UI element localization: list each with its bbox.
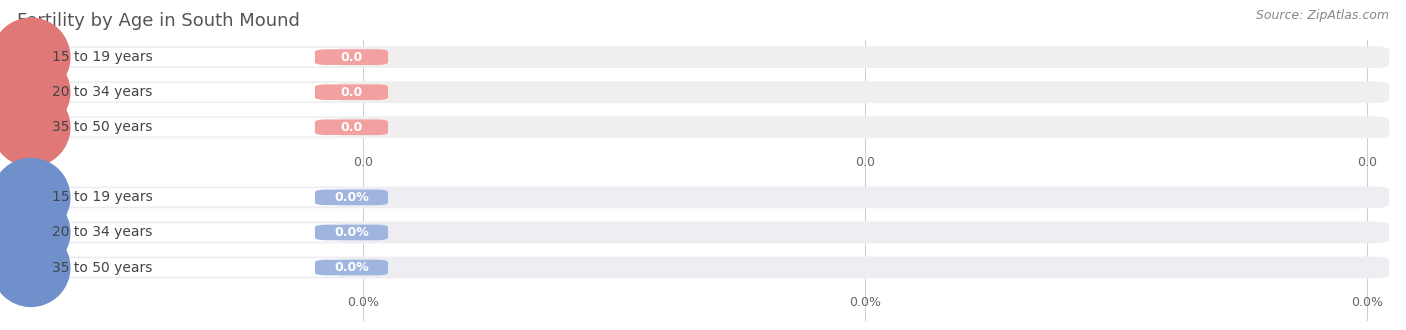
FancyBboxPatch shape [315, 189, 388, 205]
FancyBboxPatch shape [17, 116, 1389, 138]
FancyBboxPatch shape [17, 46, 1389, 68]
Text: 35 to 50 years: 35 to 50 years [52, 120, 152, 134]
Text: 0.0: 0.0 [340, 86, 363, 99]
Ellipse shape [0, 193, 70, 271]
FancyBboxPatch shape [20, 223, 344, 242]
Text: 0.0: 0.0 [353, 156, 373, 169]
FancyBboxPatch shape [315, 84, 388, 100]
Ellipse shape [0, 158, 70, 236]
Ellipse shape [0, 53, 70, 131]
Text: 0.0: 0.0 [340, 121, 363, 134]
Text: 0.0%: 0.0% [335, 191, 368, 204]
Text: 0.0: 0.0 [340, 50, 363, 64]
Text: 0.0: 0.0 [1357, 156, 1376, 169]
FancyBboxPatch shape [17, 257, 1389, 279]
FancyBboxPatch shape [20, 118, 344, 136]
FancyBboxPatch shape [315, 119, 388, 135]
FancyBboxPatch shape [20, 48, 344, 66]
FancyBboxPatch shape [20, 83, 344, 101]
FancyBboxPatch shape [17, 221, 1389, 243]
Ellipse shape [0, 229, 70, 307]
FancyBboxPatch shape [315, 49, 388, 65]
Text: 0.0: 0.0 [855, 156, 875, 169]
Text: 15 to 19 years: 15 to 19 years [52, 50, 153, 64]
Text: 20 to 34 years: 20 to 34 years [52, 85, 152, 99]
FancyBboxPatch shape [20, 188, 344, 207]
FancyBboxPatch shape [17, 81, 1389, 103]
Text: 0.0%: 0.0% [335, 261, 368, 274]
Text: Fertility by Age in South Mound: Fertility by Age in South Mound [17, 12, 299, 30]
Text: 0.0%: 0.0% [849, 296, 880, 309]
Text: 0.0%: 0.0% [335, 226, 368, 239]
FancyBboxPatch shape [17, 186, 1389, 208]
Text: 15 to 19 years: 15 to 19 years [52, 190, 153, 204]
Ellipse shape [0, 18, 70, 96]
Text: Source: ZipAtlas.com: Source: ZipAtlas.com [1256, 9, 1389, 22]
Text: 35 to 50 years: 35 to 50 years [52, 260, 152, 275]
Ellipse shape [0, 88, 70, 166]
FancyBboxPatch shape [315, 225, 388, 240]
Text: 20 to 34 years: 20 to 34 years [52, 225, 152, 240]
FancyBboxPatch shape [315, 260, 388, 275]
FancyBboxPatch shape [20, 258, 344, 277]
Text: 0.0%: 0.0% [1351, 296, 1382, 309]
Text: 0.0%: 0.0% [347, 296, 378, 309]
